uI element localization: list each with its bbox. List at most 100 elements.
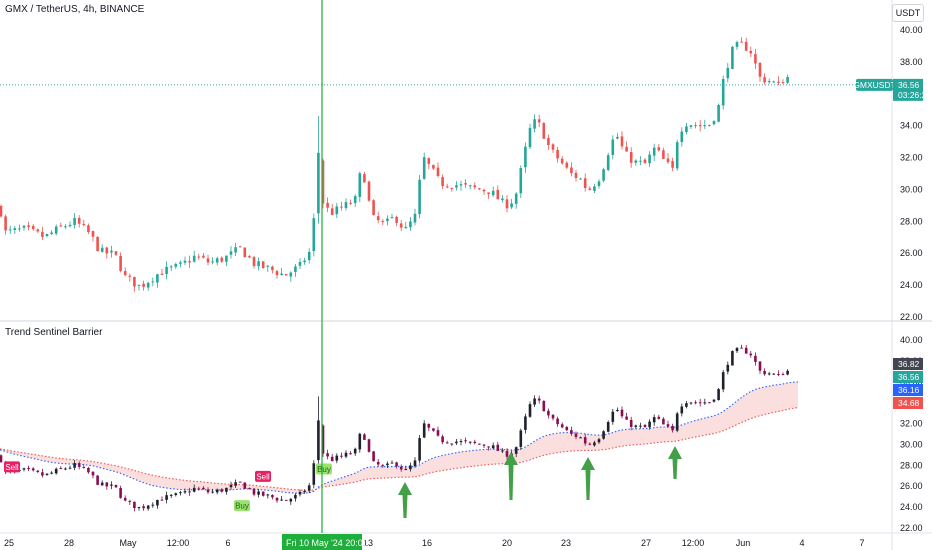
ind-candle-body — [36, 470, 40, 472]
ind-candle-body — [77, 463, 81, 467]
indicator-badge-bg — [893, 371, 923, 383]
ind-candle-body — [662, 418, 665, 425]
ind-candle-body — [211, 491, 214, 493]
candle-body — [229, 251, 233, 255]
signal-bg — [255, 470, 271, 482]
candle-body — [344, 202, 348, 209]
ind-candle-body — [151, 504, 155, 506]
indicator-y-tick-label: 32.00 — [900, 419, 923, 429]
candle-body — [183, 260, 187, 263]
ind-candle-body — [188, 491, 191, 493]
candle-body — [675, 142, 679, 169]
ind-candle-body — [685, 403, 688, 407]
ind-candle-body — [519, 430, 523, 447]
time-axis[interactable]: 25 28 May 12:00 6 13 16 20 23 27 12:00 Jun 4 7 — [4, 538, 865, 548]
candle-body — [372, 200, 375, 216]
ind-candle-body — [629, 419, 633, 427]
ind-candle-body — [169, 494, 173, 496]
candle-body — [496, 189, 500, 200]
ind-candle-body — [606, 421, 610, 432]
candle-body — [731, 46, 734, 69]
candle-body — [625, 146, 628, 152]
ind-candle-body — [261, 491, 265, 496]
candle-body — [606, 155, 610, 171]
ind-candle-body — [137, 506, 141, 508]
candle-body — [767, 81, 771, 83]
candle-body — [763, 77, 766, 83]
candle-body — [427, 158, 431, 164]
candle-body — [597, 181, 601, 187]
ind-candle-body — [390, 462, 394, 464]
ind-candle-body — [123, 497, 127, 501]
ind-candle-body — [197, 488, 201, 490]
candle-body — [156, 274, 159, 283]
indicator-badge-bg — [893, 358, 923, 370]
crosshair-date-text: Fri 10 May '24 20:00 — [286, 538, 368, 548]
ind-candle-body — [321, 425, 325, 454]
ind-candle-body — [588, 443, 592, 445]
ind-candle-body — [202, 487, 205, 490]
ind-candle-body — [367, 439, 371, 452]
ind-candle-body — [372, 451, 375, 462]
candle-body — [215, 258, 219, 263]
candle-body — [514, 193, 518, 204]
candle-body — [82, 223, 86, 225]
ind-candle-body — [712, 399, 716, 402]
candle-body — [257, 261, 260, 267]
candle-body — [0, 205, 3, 217]
ind-candle-body — [666, 424, 670, 427]
ind-candle-body — [96, 475, 99, 485]
candle-body — [524, 146, 527, 168]
candle-body — [363, 174, 366, 183]
candle-body — [777, 81, 780, 83]
candle-body — [772, 81, 776, 83]
main-price-axis[interactable]: 40.0038.0036.0034.0032.0030.0028.0026.00… — [900, 25, 923, 322]
indicator-band-group — [0, 381, 799, 494]
ind-candle-body — [133, 501, 136, 509]
candle-body — [91, 231, 95, 237]
candle-body — [317, 152, 320, 214]
signal-text: Buy — [235, 502, 249, 511]
x-tick-label: 20 — [502, 538, 512, 548]
ind-candle-body — [675, 413, 679, 431]
candle-body — [386, 218, 389, 222]
ind-candle-body — [450, 443, 454, 445]
candle-body — [662, 150, 665, 159]
candle-body — [418, 179, 421, 215]
candle-body — [119, 255, 122, 272]
ind-candle-body — [464, 440, 467, 442]
ind-candle-body — [501, 450, 504, 452]
ind-candle-body — [363, 434, 366, 440]
ind-candle-body — [680, 406, 684, 414]
candle-body — [712, 121, 716, 125]
candle-body — [703, 125, 707, 127]
candle-body — [487, 192, 490, 195]
currency-button[interactable]: USDT — [892, 4, 924, 22]
ind-candle-body — [266, 494, 270, 496]
candle-body — [197, 256, 201, 258]
ind-candle-body — [45, 473, 49, 475]
ind-candle-body — [344, 452, 348, 457]
ind-candle-body — [455, 441, 458, 444]
candle-body — [18, 228, 21, 230]
ind-candle-body — [82, 467, 86, 469]
candle-body — [450, 188, 454, 190]
candle-body — [542, 123, 546, 139]
up-arrow-icon — [668, 446, 682, 479]
candle-body — [280, 273, 283, 276]
candle-body — [501, 198, 504, 201]
candle-body — [620, 136, 624, 147]
ind-candle-body — [652, 417, 656, 423]
ind-candle-body — [560, 424, 564, 428]
ind-candle-body — [634, 425, 638, 427]
candle-body — [588, 188, 592, 190]
ind-candle-body — [257, 491, 260, 495]
ind-candle-body — [694, 402, 697, 404]
ind-candle-body — [565, 426, 569, 431]
ind-candle-body — [570, 430, 573, 434]
ind-candle-body — [280, 499, 283, 501]
ind-candle-body — [740, 347, 743, 349]
ind-candle-body — [31, 468, 35, 471]
indicator-badge-value: 34.68 — [898, 398, 920, 408]
